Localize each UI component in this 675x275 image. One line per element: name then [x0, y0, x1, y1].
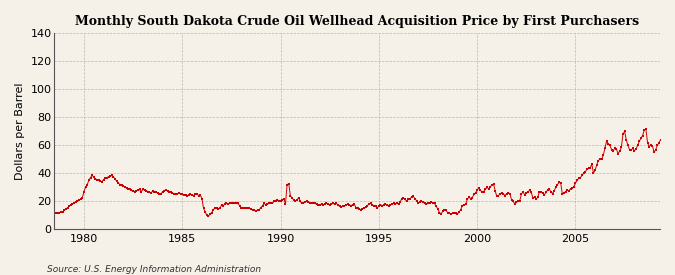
Title: Monthly South Dakota Crude Oil Wellhead Acquisition Price by First Purchasers: Monthly South Dakota Crude Oil Wellhead …: [75, 15, 639, 28]
Text: Source: U.S. Energy Information Administration: Source: U.S. Energy Information Administ…: [47, 265, 261, 274]
Y-axis label: Dollars per Barrel: Dollars per Barrel: [15, 82, 25, 180]
